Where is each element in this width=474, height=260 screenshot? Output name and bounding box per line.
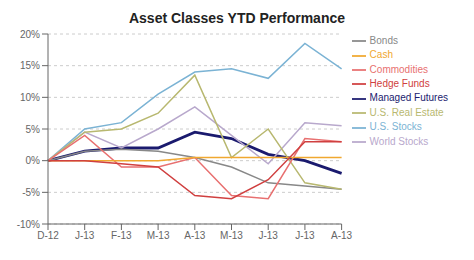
html-text:Cash: Cash: [369, 49, 393, 61]
svg-text:20%: 20%: [20, 29, 40, 40]
html-text:Commodities: Commodities: [369, 63, 428, 75]
svg-text:J-13: J-13: [295, 230, 315, 241]
svg-text:A-13: A-13: [331, 230, 353, 241]
svg-text:-5%: -5%: [22, 187, 40, 198]
svg-text:0%: 0%: [26, 155, 41, 166]
html-text:Asset Classes YTD Performance: Asset Classes YTD Performance: [129, 10, 345, 26]
html-text:U.S. Stocks: U.S. Stocks: [369, 121, 422, 133]
svg-text:5%: 5%: [26, 124, 41, 135]
html-text:Bonds: Bonds: [369, 35, 398, 46]
html-text:Managed Futures: Managed Futures: [369, 92, 448, 104]
svg-text:M-13: M-13: [147, 230, 170, 241]
svg-text:A-13: A-13: [184, 230, 206, 241]
svg-text:M-13: M-13: [220, 230, 243, 241]
html-text:Hedge Funds: Hedge Funds: [369, 78, 430, 90]
svg-text:J-13: J-13: [75, 230, 95, 241]
svg-text:10%: 10%: [20, 92, 40, 103]
svg-text:D-12: D-12: [37, 230, 59, 241]
svg-text:F-13: F-13: [111, 230, 132, 241]
html-text:U.S. Real Estate: U.S. Real Estate: [369, 106, 444, 118]
html-text:World Stocks: World Stocks: [369, 135, 429, 147]
svg-text:-10%: -10%: [17, 219, 40, 230]
svg-text:15%: 15%: [20, 60, 40, 71]
svg-text:J-13: J-13: [258, 230, 278, 241]
